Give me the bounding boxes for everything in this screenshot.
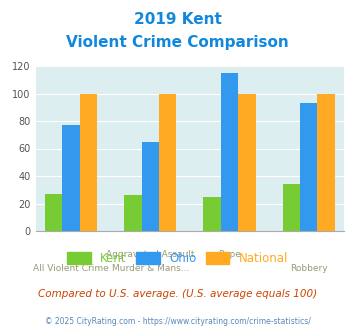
Text: © 2025 CityRating.com - https://www.cityrating.com/crime-statistics/: © 2025 CityRating.com - https://www.city… bbox=[45, 317, 310, 326]
Bar bbox=[159, 93, 176, 231]
Bar bbox=[283, 184, 300, 231]
Legend: Kent, Ohio, National: Kent, Ohio, National bbox=[64, 248, 291, 269]
Text: Rape: Rape bbox=[218, 250, 241, 259]
Bar bbox=[221, 73, 238, 231]
Bar bbox=[203, 197, 221, 231]
Text: 2019 Kent: 2019 Kent bbox=[133, 12, 222, 26]
Text: Murder & Mans...: Murder & Mans... bbox=[111, 264, 189, 273]
Bar bbox=[300, 103, 317, 231]
Bar bbox=[317, 93, 335, 231]
Text: Aggravated Assault: Aggravated Assault bbox=[106, 250, 195, 259]
Bar bbox=[124, 195, 142, 231]
Bar bbox=[62, 125, 80, 231]
Text: All Violent Crime: All Violent Crime bbox=[33, 264, 109, 273]
Bar bbox=[142, 142, 159, 231]
Bar bbox=[45, 194, 62, 231]
Bar bbox=[80, 93, 97, 231]
Text: Robbery: Robbery bbox=[290, 264, 328, 273]
Bar bbox=[238, 93, 256, 231]
Text: Violent Crime Comparison: Violent Crime Comparison bbox=[66, 35, 289, 50]
Text: Compared to U.S. average. (U.S. average equals 100): Compared to U.S. average. (U.S. average … bbox=[38, 289, 317, 299]
